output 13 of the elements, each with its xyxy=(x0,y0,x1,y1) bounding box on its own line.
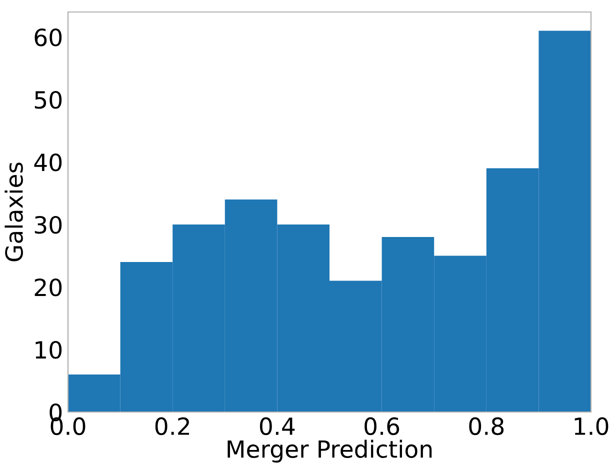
x-axis-title: Merger Prediction xyxy=(228,440,432,463)
y-tick-label: 60 xyxy=(34,28,62,46)
x-tick-label: 0.6 xyxy=(364,417,400,436)
y-axis-title: Galaxies xyxy=(4,162,23,262)
x-tick-label: 0.2 xyxy=(155,417,190,436)
x-tick-label: 0.8 xyxy=(469,417,504,436)
y-tick-label: 50 xyxy=(34,90,62,109)
y-tick-label: 30 xyxy=(34,216,62,234)
x-tick-label: 1.0 xyxy=(574,417,608,436)
y-tick-label: 10 xyxy=(36,340,62,359)
y-tick-label: 20 xyxy=(34,278,62,296)
x-tick-label: 0.4 xyxy=(260,417,295,436)
y-tick-label: 40 xyxy=(34,153,62,172)
